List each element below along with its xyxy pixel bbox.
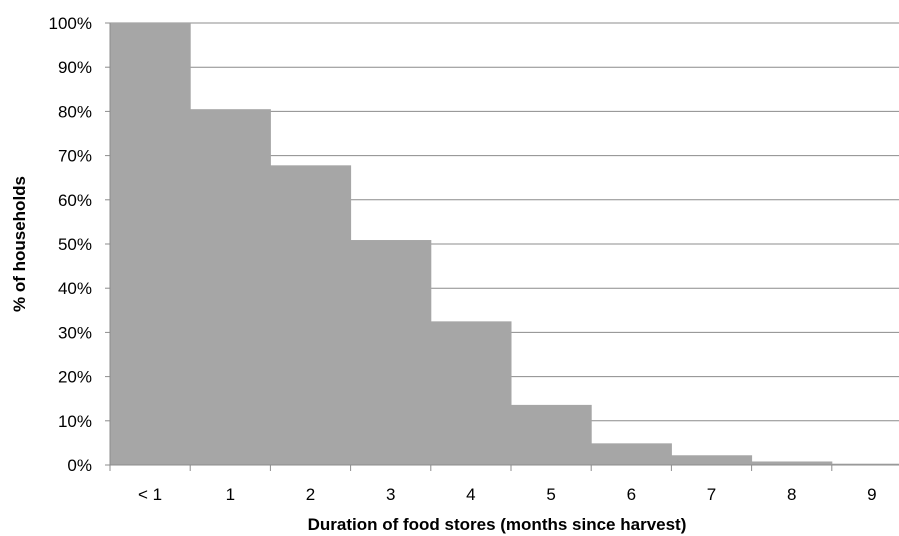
- y-tick-label: 30%: [58, 323, 92, 342]
- bar: [591, 443, 672, 465]
- bar: [831, 463, 899, 465]
- x-tick-label: 9: [867, 485, 876, 504]
- bar: [190, 109, 271, 465]
- bar: [751, 461, 833, 465]
- x-tick-label: 1: [226, 485, 235, 504]
- bar: [430, 321, 512, 465]
- y-tick-label: 40%: [58, 279, 92, 298]
- y-tick-label: 20%: [58, 368, 92, 387]
- x-tick-label: 8: [787, 485, 796, 504]
- y-tick-label: 70%: [58, 147, 92, 166]
- bar: [110, 23, 191, 465]
- y-tick-label: 10%: [58, 412, 92, 431]
- y-tick-labels: 0% 10% 20% 30% 40% 50% 60% 70% 80% 90% 100%: [49, 14, 92, 475]
- bar: [671, 455, 753, 465]
- x-tick-label: 6: [627, 485, 636, 504]
- y-tick-label: 100%: [49, 14, 92, 33]
- y-tick-label: 50%: [58, 235, 92, 254]
- y-tick-label: 0%: [67, 456, 92, 475]
- y-tick-label: 60%: [58, 191, 92, 210]
- x-tick-label: 2: [306, 485, 315, 504]
- bar: [270, 165, 352, 465]
- y-tick-label: 80%: [58, 102, 92, 121]
- x-tick-label: < 1: [138, 485, 162, 504]
- x-tick-label: 3: [386, 485, 395, 504]
- y-axis-title: % of households: [10, 176, 29, 312]
- bar: [350, 240, 432, 465]
- x-tick-label: 5: [546, 485, 555, 504]
- axes: [105, 22, 899, 471]
- x-axis-title: Duration of food stores (months since ha…: [308, 515, 687, 534]
- x-tick-label: 4: [466, 485, 475, 504]
- bar: [511, 404, 592, 465]
- x-tick-label: 7: [707, 485, 716, 504]
- x-tick-labels: < 1 1 2 3 4 5 6 7 8 9: [138, 485, 877, 504]
- bars: [110, 23, 899, 465]
- y-tick-label: 90%: [58, 58, 92, 77]
